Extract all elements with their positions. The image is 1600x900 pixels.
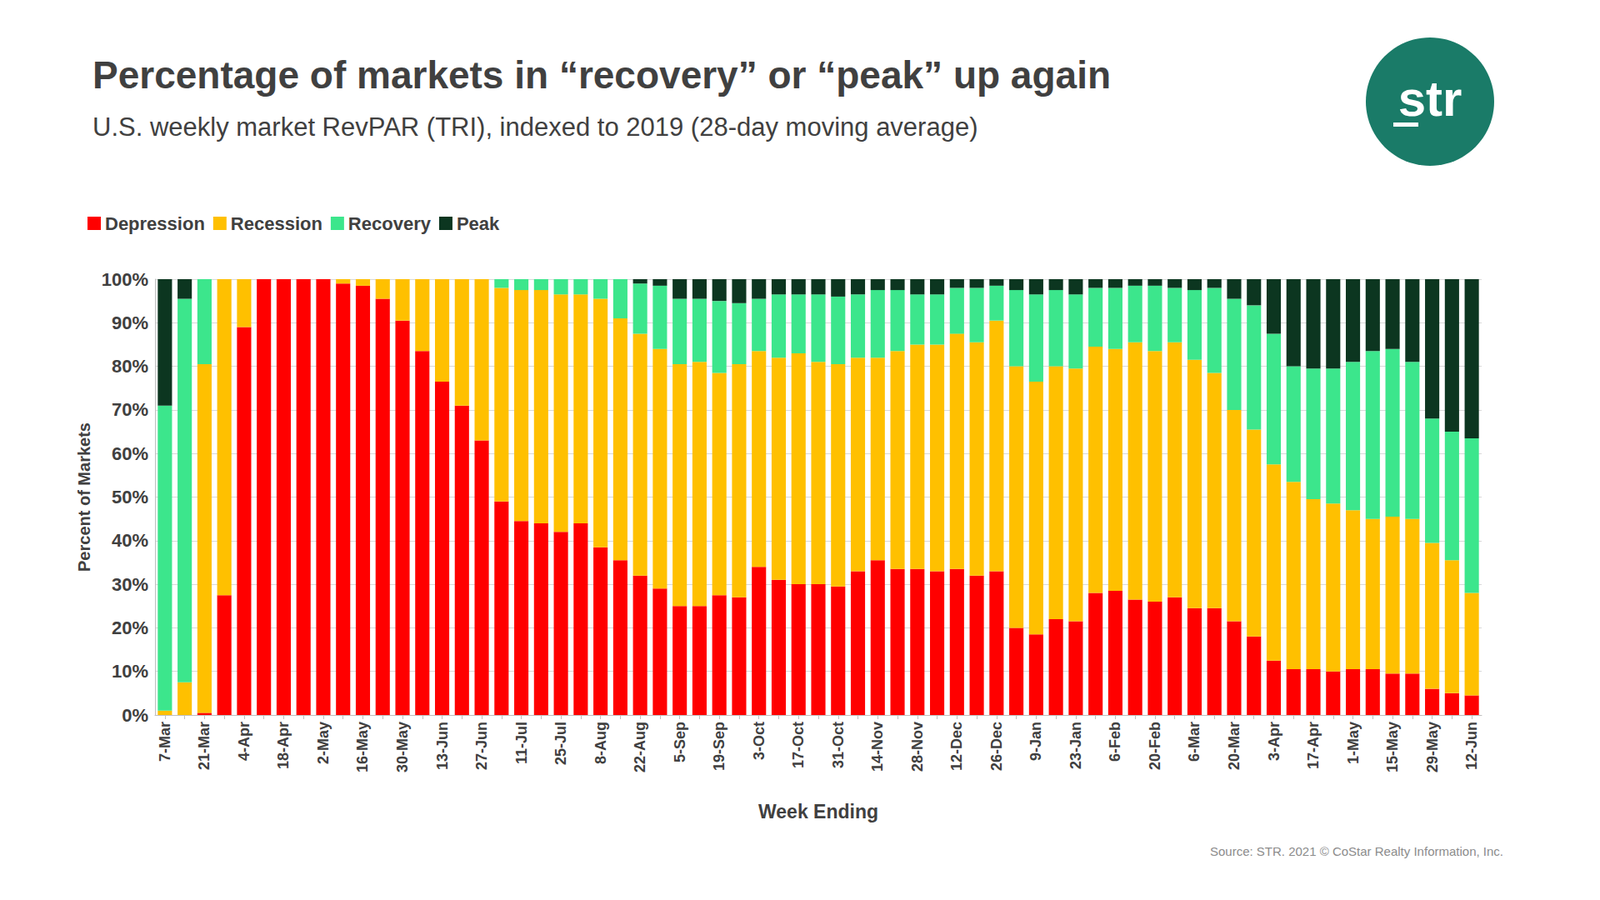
svg-text:60%: 60% — [111, 443, 149, 465]
svg-text:20%: 20% — [111, 617, 149, 639]
svg-text:Recession: Recession — [230, 213, 323, 235]
svg-text:25-Jul: 25-Jul — [552, 721, 570, 765]
svg-text:Percentage of markets in “reco: Percentage of markets in “recovery” or “… — [92, 53, 1111, 97]
svg-text:70%: 70% — [111, 399, 149, 420]
svg-text:30%: 30% — [111, 574, 149, 595]
svg-text:Percent of Markets: Percent of Markets — [75, 422, 94, 572]
svg-text:31-Oct: 31-Oct — [830, 721, 847, 769]
svg-text:29-May: 29-May — [1424, 721, 1441, 773]
svg-text:16-May: 16-May — [354, 721, 371, 773]
svg-text:80%: 80% — [111, 355, 149, 377]
svg-text:50%: 50% — [111, 486, 149, 508]
svg-text:21-Mar: 21-Mar — [195, 721, 213, 770]
svg-text:Recovery: Recovery — [348, 213, 432, 235]
svg-text:Depression: Depression — [105, 213, 205, 235]
svg-text:2-May: 2-May — [315, 721, 332, 765]
svg-text:Peak: Peak — [456, 213, 500, 235]
svg-text:18-Apr: 18-Apr — [275, 721, 292, 770]
svg-text:19-Sep: 19-Sep — [710, 721, 728, 771]
svg-text:27-Jun: 27-Jun — [473, 721, 490, 770]
svg-text:9-Jan: 9-Jan — [1027, 721, 1045, 761]
svg-text:6-Mar: 6-Mar — [1185, 721, 1203, 762]
svg-text:5-Sep: 5-Sep — [671, 721, 689, 763]
svg-text:15-May: 15-May — [1384, 721, 1401, 773]
svg-text:11-Jul: 11-Jul — [513, 721, 530, 765]
svg-text:90%: 90% — [111, 312, 149, 334]
svg-text:30-May: 30-May — [394, 721, 411, 773]
svg-text:10%: 10% — [111, 660, 149, 682]
svg-text:7-Mar: 7-Mar — [156, 721, 174, 762]
svg-text:13-Jun: 13-Jun — [434, 721, 451, 770]
svg-text:str: str — [1398, 70, 1463, 127]
svg-text:Source: STR. 2021 © CoStar Rea: Source: STR. 2021 © CoStar Realty Inform… — [1210, 844, 1504, 859]
svg-text:4-Apr: 4-Apr — [235, 721, 253, 761]
svg-text:40%: 40% — [111, 530, 149, 551]
svg-text:23-Jan: 23-Jan — [1067, 721, 1085, 770]
svg-text:100%: 100% — [101, 269, 149, 290]
svg-text:20-Mar: 20-Mar — [1225, 721, 1243, 770]
svg-text:3-Oct: 3-Oct — [750, 721, 768, 760]
svg-text:1-May: 1-May — [1345, 721, 1362, 765]
svg-text:6-Feb: 6-Feb — [1106, 721, 1124, 762]
svg-text:0%: 0% — [121, 705, 149, 726]
svg-text:20-Feb: 20-Feb — [1146, 721, 1164, 770]
svg-text:28-Nov: 28-Nov — [909, 721, 926, 772]
svg-text:12-Dec: 12-Dec — [948, 721, 965, 771]
svg-text:8-Aug: 8-Aug — [592, 721, 610, 765]
svg-text:Week Ending: Week Ending — [758, 800, 879, 823]
svg-text:17-Oct: 17-Oct — [790, 721, 807, 769]
svg-text:14-Nov: 14-Nov — [869, 721, 886, 772]
svg-text:U.S. weekly market RevPAR (TRI: U.S. weekly market RevPAR (TRI), indexed… — [92, 112, 978, 142]
svg-text:17-Apr: 17-Apr — [1305, 721, 1322, 770]
svg-text:26-Dec: 26-Dec — [988, 721, 1005, 771]
svg-text:12-Jun: 12-Jun — [1463, 721, 1480, 770]
svg-text:22-Aug: 22-Aug — [631, 721, 649, 773]
svg-text:3-Apr: 3-Apr — [1265, 721, 1283, 761]
